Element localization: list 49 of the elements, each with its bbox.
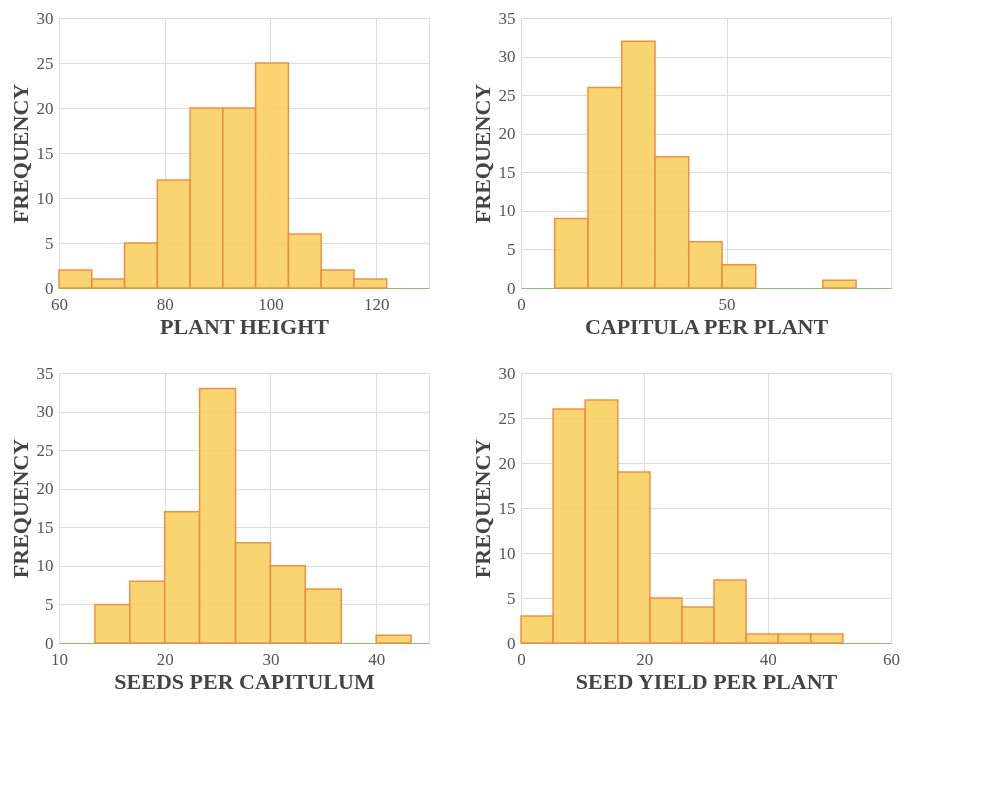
- x-tick-label: 60: [51, 294, 68, 314]
- y-tick-label: 10: [498, 543, 516, 563]
- x-tick-label: 40: [759, 649, 777, 669]
- x-axis-title: SEEDS PER CAPITULUM: [114, 668, 375, 694]
- x-axis-title: CAPITULA PER PLANT: [584, 313, 829, 339]
- y-tick-label: 5: [507, 588, 516, 608]
- y-tick-label: 15: [36, 143, 54, 163]
- x-tick-label: 60: [883, 649, 900, 669]
- y-tick-label: 5: [45, 233, 54, 253]
- y-tick-label: 35: [36, 363, 54, 383]
- y-tick-label: 0: [45, 633, 54, 653]
- y-tick-label: 15: [498, 162, 516, 182]
- y-tick-label: 25: [498, 408, 516, 428]
- y-tick-label: 10: [36, 188, 54, 208]
- y-tick-label: 25: [36, 53, 54, 73]
- y-tick-label: 15: [36, 517, 54, 537]
- y-tick-label: 25: [498, 85, 516, 105]
- x-tick-label: 50: [718, 294, 736, 314]
- y-axis-title: FREQUENCY: [7, 83, 33, 224]
- y-tick-label: 30: [498, 363, 516, 383]
- y-tick-label: 0: [507, 278, 516, 298]
- y-tick-label: 30: [36, 8, 54, 28]
- x-tick-label: 100: [258, 294, 284, 314]
- x-tick-label: 40: [368, 649, 386, 669]
- y-tick-label: 5: [507, 239, 516, 259]
- y-tick-label: 20: [36, 98, 54, 118]
- y-tick-label: 35: [498, 8, 516, 28]
- y-tick-label: 10: [36, 556, 54, 576]
- y-tick-label: 20: [498, 124, 516, 144]
- x-axis-title: SEED YIELD PER PLANT: [575, 668, 838, 694]
- y-tick-label: 30: [498, 47, 516, 67]
- y-tick-label: 20: [498, 453, 516, 473]
- y-tick-label: 15: [498, 498, 516, 518]
- y-tick-label: 5: [45, 594, 54, 614]
- x-axis-title: PLANT HEIGHT: [160, 313, 330, 339]
- x-tick-label: 20: [156, 649, 174, 669]
- y-tick-label: 10: [498, 201, 516, 221]
- y-axis-title: FREQUENCY: [469, 83, 495, 224]
- x-tick-label: 30: [262, 649, 280, 669]
- x-tick-label: 80: [156, 294, 174, 314]
- y-tick-label: 0: [507, 633, 516, 653]
- y-tick-label: 20: [36, 479, 54, 499]
- y-axis-title: FREQUENCY: [469, 438, 495, 579]
- x-tick-label: 20: [636, 649, 654, 669]
- y-tick-label: 0: [45, 278, 54, 298]
- y-axis-title: FREQUENCY: [7, 438, 33, 579]
- y-tick-label: 25: [36, 440, 54, 460]
- y-tick-label: 30: [36, 402, 54, 422]
- x-tick-label: 120: [363, 294, 390, 314]
